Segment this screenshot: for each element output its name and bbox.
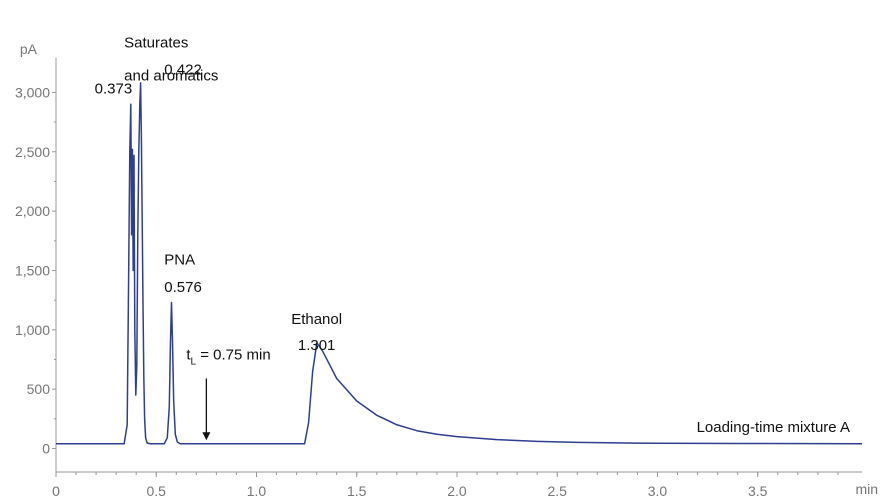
peak-annotation: 1.301 xyxy=(298,337,336,354)
y-tick-label: 1,000 xyxy=(15,322,50,338)
plot-area xyxy=(56,82,863,445)
x-tick-label: 3.0 xyxy=(648,483,668,499)
x-tick-label: 0.5 xyxy=(147,483,167,499)
chromatogram-trace xyxy=(56,82,863,445)
y-tick-label: 2,000 xyxy=(15,203,50,219)
peak-annotation: Saturates xyxy=(124,34,188,51)
ticks: 0 500 1,000 1,500 2,000 2,500 3,000 0 0.5 1.0 1.5 2… xyxy=(15,41,878,499)
x-tick-label: 2.5 xyxy=(548,483,568,499)
peak-annotation: 0.373 xyxy=(95,81,133,98)
peak-annotation: Loading-time mixture A xyxy=(697,419,850,436)
y-axis-unit: pA xyxy=(20,41,38,57)
y-tick-label: 1,500 xyxy=(15,262,50,278)
x-tick-label: 1.0 xyxy=(247,483,267,499)
x-axis-unit: min xyxy=(855,481,878,497)
tl-arrow-head xyxy=(202,432,211,441)
axes xyxy=(55,58,862,473)
y-tick-label: 0 xyxy=(42,441,50,457)
x-tick-label: 1.5 xyxy=(347,483,367,499)
tl-label: tL = 0.75 min xyxy=(186,346,270,367)
x-tick-label: 2.0 xyxy=(447,483,467,499)
y-tick-label: 500 xyxy=(27,381,51,397)
y-tick-label: 2,500 xyxy=(15,144,50,160)
x-tick-label: 3.5 xyxy=(748,483,768,499)
x-tick-label: 0 xyxy=(52,483,60,499)
peak-annotation: and aromatics xyxy=(124,68,218,85)
y-tick-label: 3,000 xyxy=(15,84,50,100)
peak-annotation: Ethanol xyxy=(291,311,342,328)
peak-annotation: 0.422 xyxy=(164,62,202,79)
peak-annotation: PNA xyxy=(164,252,195,269)
peak-annotation: 0.576 xyxy=(164,279,202,296)
